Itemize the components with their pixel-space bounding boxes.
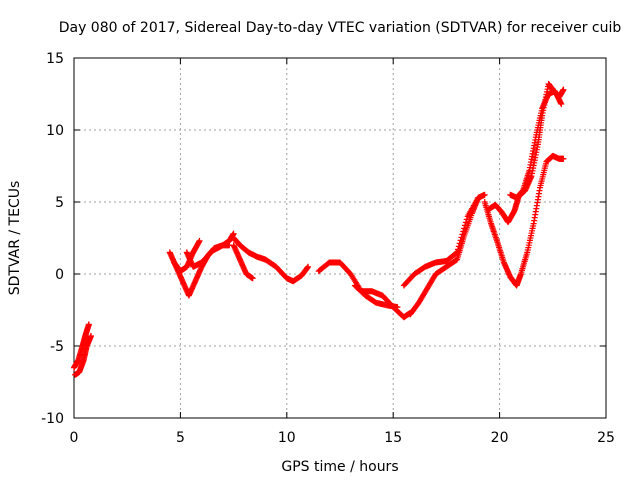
data-point [455, 243, 462, 250]
data-point [305, 263, 312, 270]
data-point [458, 234, 465, 241]
series-track-e [183, 242, 233, 270]
data-point [453, 250, 460, 257]
series-track-k [400, 191, 488, 289]
series-track-n [507, 88, 565, 201]
data-point [196, 237, 203, 244]
y-tick-label: 10 [46, 123, 64, 139]
x-axis-label: GPS time / hours [281, 459, 398, 475]
series-track-h [315, 259, 414, 321]
x-tick-label: 10 [278, 430, 296, 446]
data-point [454, 249, 461, 256]
data-point [454, 246, 461, 253]
y-tick-label: 5 [55, 195, 64, 211]
y-axis-label: SDTVAR / TECUs [7, 181, 23, 296]
y-tick-label: 15 [46, 51, 64, 67]
series-track-l [481, 152, 567, 289]
data-point [463, 216, 470, 223]
y-tick-label: 0 [55, 267, 64, 283]
data-series [71, 80, 567, 378]
data-point [88, 332, 95, 339]
data-point [461, 225, 468, 232]
data-point [85, 321, 92, 328]
x-tick-label: 5 [176, 430, 185, 446]
series-track-g [230, 242, 256, 282]
series-track-a [71, 321, 92, 371]
y-tick-label: -10 [41, 411, 64, 427]
x-tick-label: 0 [70, 430, 79, 446]
data-point [249, 275, 256, 282]
x-tick-label: 25 [597, 430, 615, 446]
data-point [459, 231, 466, 238]
y-tick-label: -5 [50, 339, 64, 355]
chart-title: Day 080 of 2017, Sidereal Day-to-day VTE… [59, 20, 622, 36]
series-track-b [72, 332, 95, 378]
series-track-i [351, 282, 401, 311]
data-point [462, 219, 469, 226]
axis-ticks: 0 5 10 15 20 25 -10 -5 0 5 10 15 [41, 51, 615, 446]
data-point [558, 101, 565, 108]
series-track-m [485, 80, 567, 226]
data-point [460, 228, 467, 235]
series-track-f [230, 235, 312, 285]
data-point [456, 240, 463, 247]
data-point [560, 155, 567, 162]
data-point [457, 237, 464, 244]
data-point [462, 222, 469, 229]
x-tick-label: 20 [491, 430, 509, 446]
x-tick-label: 15 [384, 430, 402, 446]
plot-frame [73, 57, 607, 419]
data-point [481, 191, 488, 198]
grid-lines [74, 58, 606, 418]
data-point [560, 86, 567, 93]
data-point [394, 304, 401, 311]
